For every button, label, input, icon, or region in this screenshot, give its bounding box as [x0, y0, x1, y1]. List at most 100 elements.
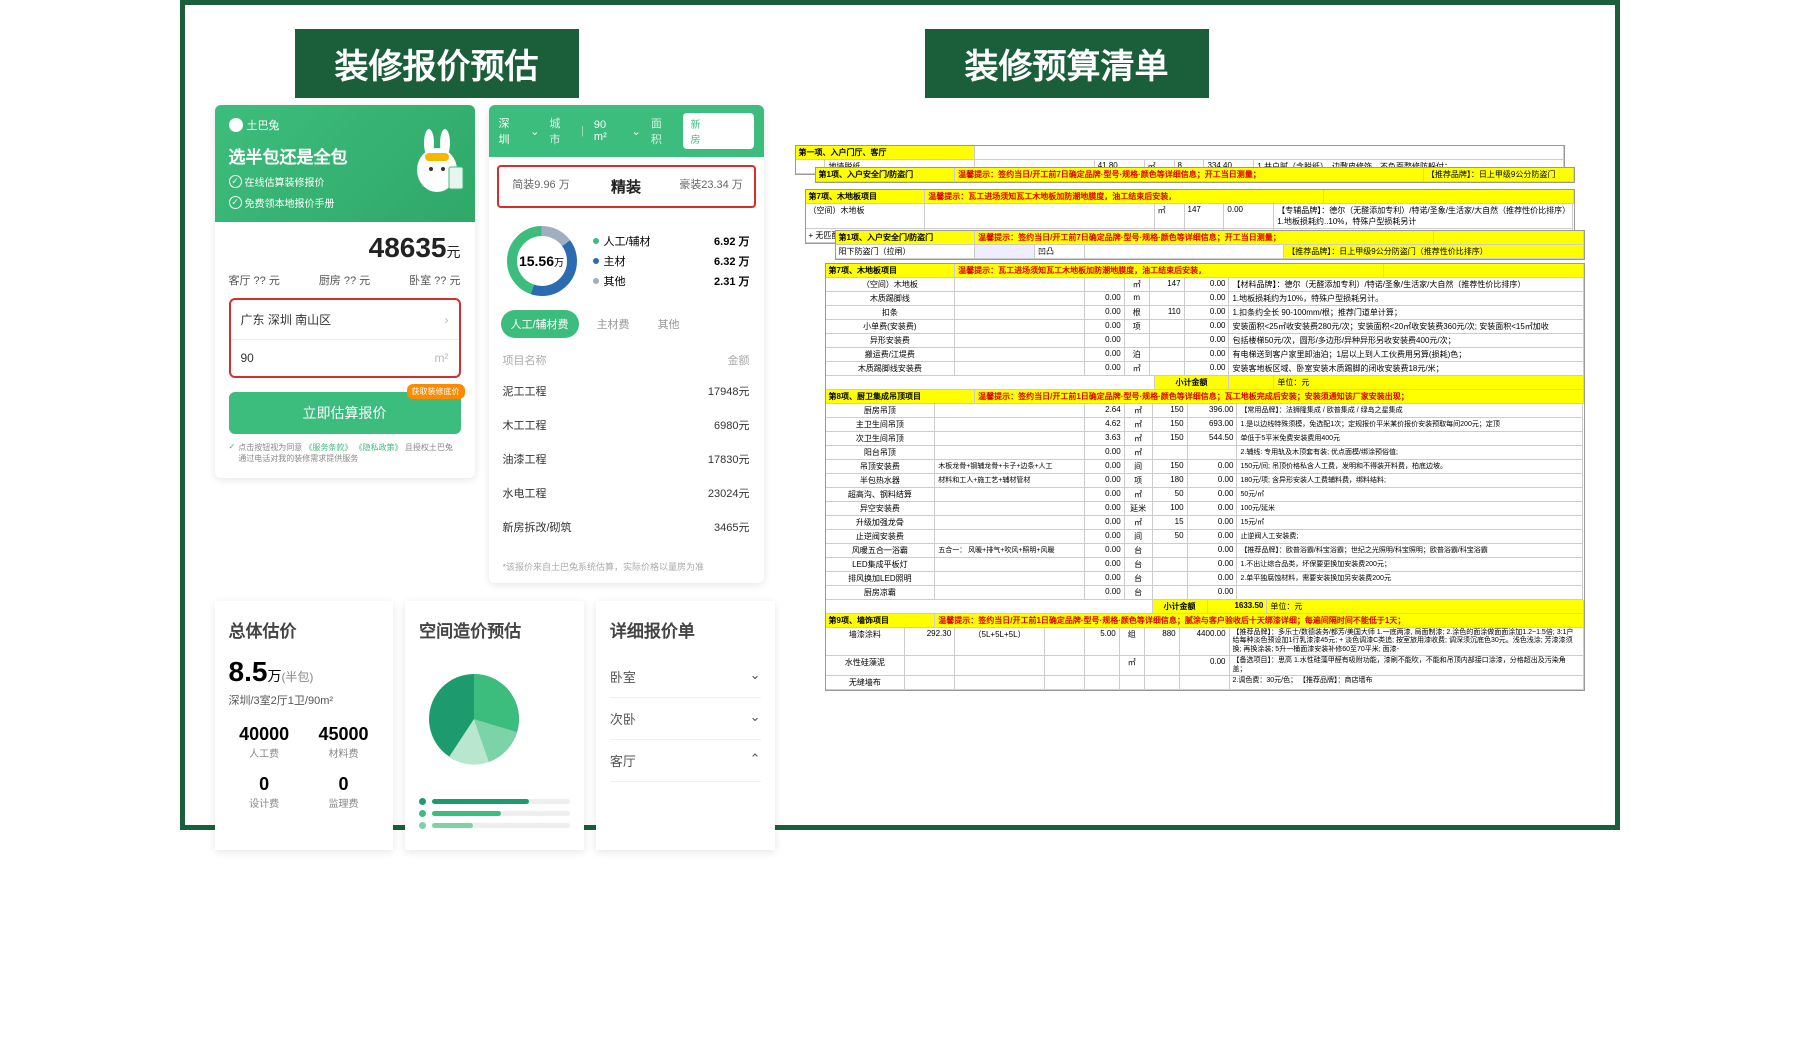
cell: 异空安装费: [826, 502, 936, 516]
detail-item[interactable]: 客厅⌃: [610, 740, 761, 782]
sheet-main: 第7项、木地板项目温馨提示：瓦工进场须知瓦工木地板加防潮地膜度，油工结束后安装，…: [825, 263, 1585, 691]
sheet-row: 小计金额单位：元: [826, 376, 1584, 390]
cell: ㎡: [1125, 488, 1153, 502]
app2-loc-label: 城市: [549, 115, 571, 147]
cell: 4.62: [1085, 418, 1125, 432]
app2-card: 深圳⌄ 城市 | 90 m²⌄ 面积 新房 旧房 简装9.96 万 精装 豪装2…: [489, 105, 764, 583]
cell: 温馨提示：签约当日/开工前7日确定品牌·型号·规格·颜色等详细信息；开工当日测量…: [975, 231, 1434, 245]
cell: 搬运费/江堤费: [826, 348, 956, 362]
estimate-button[interactable]: 立即估算报价 获取装修底价: [229, 392, 461, 434]
th-amount: 金额: [728, 352, 750, 368]
cell: 0.00: [1188, 586, 1238, 600]
sheet-row: 第1项、入户安全门/防盗门温馨提示：签约当日/开工前7日确定品牌·型号·规格·颜…: [836, 231, 1584, 245]
cell: 【专辅品牌】：德尔（无醛添加专利）/特诺/圣象/生活家/大自然（推荐性价比排序）…: [1274, 204, 1573, 229]
cell: [1434, 231, 1584, 245]
sheet-row: 第9项、墙饰项目温馨提示：签约当日/开工前1日确定品牌·型号·规格·颜色等详细信…: [826, 614, 1584, 628]
cell: [935, 558, 1085, 572]
bottom-row: 总体估价 8.5万(半包) 深圳/3室2厅1卫/90m² 40000人工费450…: [215, 583, 775, 850]
cell: 0.00: [1188, 474, 1238, 488]
cell: 292.30: [905, 628, 955, 656]
app2-area[interactable]: 90 m²: [594, 119, 622, 143]
cell: ㎡: [1155, 204, 1185, 229]
tab-fine[interactable]: 精装: [584, 167, 669, 206]
cell: [955, 292, 1085, 306]
cell: 544.50: [1188, 432, 1238, 446]
cell: 147: [1185, 204, 1225, 229]
cell: 150: [1153, 418, 1188, 432]
item-label: 卧室: [610, 667, 636, 686]
toggle-old[interactable]: 旧房: [718, 113, 753, 149]
cell: 0.00: [1188, 460, 1238, 474]
house-type-toggle[interactable]: 新房 旧房: [683, 113, 754, 149]
cell: ㎡: [1125, 446, 1153, 460]
grid-value: 40000: [229, 724, 300, 745]
detail-item[interactable]: 次卧⌄: [610, 698, 761, 740]
estimate-btn-label: 立即估算报价: [303, 405, 387, 421]
sheet-row: 第一项、入户门厅、客厅: [796, 146, 1564, 160]
row-amount: 17830元: [708, 451, 750, 467]
cell: 0.00: [1085, 544, 1125, 558]
cell: 第1项、入户安全门/防盗门: [816, 168, 956, 182]
cell: [935, 502, 1085, 516]
cell: 小计金额: [1153, 600, 1208, 614]
price-value: 48635: [369, 232, 447, 263]
cell: [905, 656, 955, 676]
filter-other[interactable]: 其他: [648, 310, 690, 338]
toggle-new[interactable]: 新房: [683, 113, 718, 149]
room-living: 客厅 ?? 元: [229, 272, 280, 288]
cell: [935, 488, 1085, 502]
cell: [955, 278, 1085, 292]
cell: [1045, 676, 1085, 690]
grid-cell: 0监理费: [308, 774, 379, 810]
sheet-row: 风暖五合一浴霸五合一： 风暖+排气+吹风+照明+风暖0.00台0.00【推荐品牌…: [826, 544, 1584, 558]
sheet-row: 小单费(安装费)0.00项0.00安装面积<25㎡收安装费280元/次；安装面积…: [826, 320, 1584, 334]
cell: [955, 334, 1085, 348]
sheet-row: 扣条0.00根1100.001.扣条约全长 90-100mm/根；推荐门道单计算…: [826, 306, 1584, 320]
cell: [826, 376, 1155, 390]
app2-location[interactable]: 深圳: [499, 115, 521, 147]
chevron-right-icon: ›: [445, 313, 449, 327]
location-input[interactable]: 广东 深圳 南山区 ›: [231, 300, 459, 339]
item-label: 客厅: [610, 751, 636, 770]
legend-row: 主材6.32 万: [593, 253, 750, 269]
tab-simple[interactable]: 简装9.96 万: [499, 167, 584, 206]
cell: 147: [1150, 278, 1185, 292]
chevron-down-icon: ⌄: [530, 125, 539, 138]
sheet-row: 第7项、木地板项目温馨提示：瓦工进场须知瓦工木地板加防潮地膜度，油工结束后安装，: [826, 264, 1584, 278]
sheet-4: 第1项、入户安全门/防盗门温馨提示：签约当日/开工前7日确定品牌·型号·规格·颜…: [835, 230, 1585, 260]
cell: 0.00: [1085, 586, 1125, 600]
chevron-down-icon: ⌄: [750, 709, 761, 728]
tab-luxury[interactable]: 豪装23.34 万: [669, 167, 754, 206]
sheet-row: 搬运费/江堤费0.00泊0.00有电梯送到客户家里卸油泊；1层以上到人工伙费用另…: [826, 348, 1584, 362]
cell: 台: [1125, 572, 1153, 586]
legend-row: 其他2.31 万: [593, 273, 750, 289]
b1-sub: 深圳/3室2厅1卫/90m²: [229, 692, 380, 708]
chevron-down-icon: ⌄: [750, 667, 761, 686]
bar-row: [419, 798, 570, 805]
grid-value: 0: [229, 774, 300, 795]
header-right: 装修预算清单: [925, 29, 1209, 98]
cell: 【推荐品牌】：多乐士/数德装务/都芳/美国大师 1.一底两漆, 局面制漆; 2.…: [1230, 628, 1584, 656]
cell: 第8项、厨卫集成吊顶项目: [826, 390, 976, 404]
detail-item[interactable]: 卧室 ⌄: [610, 656, 761, 698]
filter-labor[interactable]: 人工/辅材费: [501, 310, 579, 338]
app2-legend: 人工/辅材6.92 万主材6.32 万其他2.31 万: [593, 229, 750, 293]
cell: 第1项、入户安全门/防盗门: [836, 231, 976, 245]
cell: 异形安装费: [826, 334, 956, 348]
privacy-link[interactable]: 《隐私政策》: [355, 443, 403, 452]
cell: 木板龙骨+钢辅龙骨+卡子+边条+人工: [935, 460, 1085, 474]
donut-unit: 万: [554, 254, 564, 269]
cell: [935, 446, 1085, 460]
tos-link[interactable]: 《服务条款》: [304, 443, 352, 452]
sheet-row: 水性硅藻泥㎡0.00【备选项目】：思高 1.水性硅藻甲醛有吸附功能，漆刷不能吹，…: [826, 656, 1584, 676]
row-name: 木工工程: [503, 417, 547, 433]
filter-material[interactable]: 主材费: [587, 310, 640, 338]
cell: [826, 600, 1153, 614]
cell: 0.00: [1185, 348, 1230, 362]
cell: 2.调色费：30元/色； 【推荐品牌】：商店墙布: [1230, 676, 1584, 690]
area-input[interactable]: 90 m²: [231, 339, 459, 376]
cell: 0.00: [1185, 362, 1230, 376]
grid-label: 人工费: [229, 745, 300, 760]
cell: 间: [1125, 460, 1153, 474]
card-space-title: 空间造价预估: [419, 617, 570, 642]
